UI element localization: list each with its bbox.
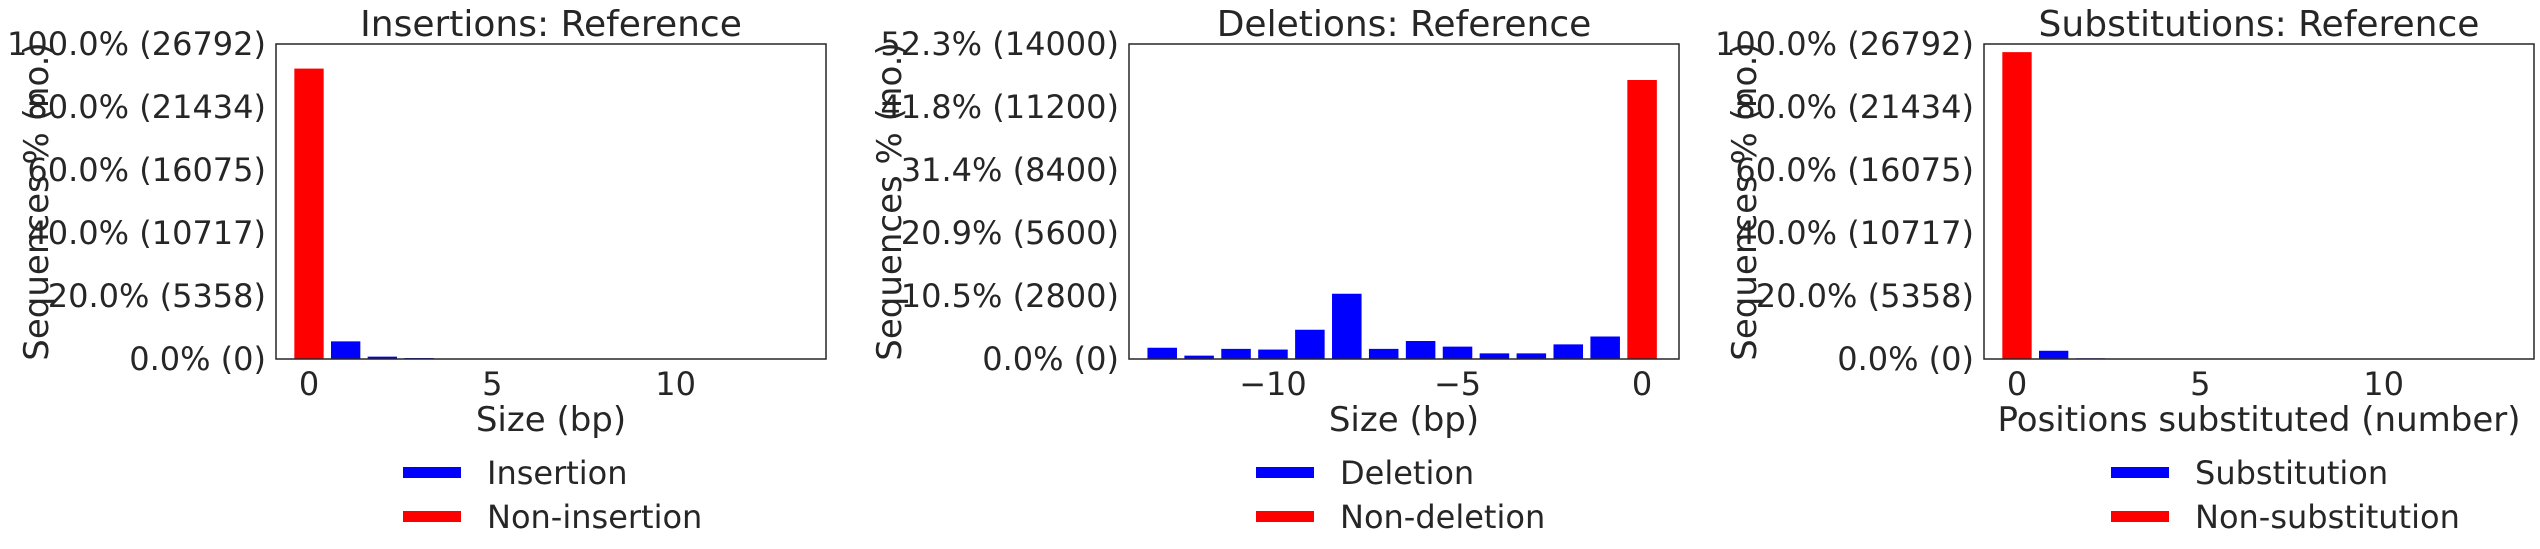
y-tick-label: 0.0% (0) [129,340,266,378]
legend-swatch [403,511,461,522]
legend: Substitution Non-substitution [2111,454,2460,536]
legend-swatch [2111,511,2169,522]
chart-panel-3: Substitutions: Reference 0.0% (0) 20.0% (5… [1715,4,2535,536]
bar [1553,344,1584,359]
bar [2039,350,2069,359]
bar [1442,346,1473,359]
legend-label: Non-substitution [2195,498,2460,536]
x-tick-label: 0 [1632,365,1652,403]
y-tick-label: 20.9% (5600) [901,214,1119,252]
x-tick-label: 0 [2007,365,2027,403]
bar [1479,353,1510,359]
y-tick-label: 40.0% (10717) [27,214,266,252]
y-tick-label: 0.0% (0) [1837,340,1974,378]
bar [1627,80,1657,359]
bar [1332,293,1362,359]
y-tick-label: 60.0% (16075) [1735,151,1974,189]
bar [1258,349,1288,359]
legend: Insertion Non-insertion [403,454,702,536]
y-axis-label: Sequences % (no.) [870,42,910,360]
axes-frame [275,43,827,360]
x-tick-label: 10 [655,365,696,403]
bar [1405,341,1436,359]
legend-swatch [2111,467,2169,478]
chart-title: Substitutions: Reference [2039,4,2480,45]
x-tick-label: 10 [2363,365,2404,403]
bar [1221,348,1251,359]
bar [2002,52,2032,359]
y-axis-label: Sequences % (no.) [1725,42,1765,360]
x-axis-label: Positions substituted (number) [1998,400,2521,440]
legend-swatch [403,467,461,478]
y-tick-label: 20.0% (5358) [1756,277,1974,315]
y-tick-label: 10.5% (2800) [901,277,1119,315]
y-tick-label: 41.8% (11200) [880,88,1119,126]
y-tick-label: 31.4% (8400) [901,151,1119,189]
x-tick-label: 5 [2190,365,2210,403]
y-tick-label: 40.0% (10717) [1735,214,1974,252]
y-axis-label: Sequences % (no.) [17,42,57,360]
y-tick-label: 0.0% (0) [982,340,1119,378]
y-tick-label: 100.0% (26792) [7,25,266,63]
bar [294,68,324,360]
chart-title: Deletions: Reference [1217,4,1592,45]
legend-swatch [1256,511,1314,522]
bar [1147,347,1177,359]
bar [1516,353,1547,359]
chart-panel-2: Deletions: Reference 0.0% (0) 10.5% (2800)… [870,4,1680,536]
x-tick-label: −5 [1434,365,1481,403]
chart-title: Insertions: Reference [360,4,742,45]
y-tick-label: 20.0% (5358) [48,277,266,315]
y-tick-label: 52.3% (14000) [880,25,1119,63]
bar [1368,348,1399,359]
legend-label: Non-deletion [1340,498,1545,536]
axes-frame [1128,43,1680,360]
chart-panel-1: Insertions: Reference 0.0% (0) 20.0% (5358… [7,4,827,536]
x-tick-label: 5 [482,365,502,403]
legend-label: Non-insertion [487,498,702,536]
legend-label: Insertion [487,454,628,492]
bar [1295,329,1325,359]
y-tick-label: 80.0% (21434) [1735,88,1974,126]
bar [331,341,361,359]
bar [367,356,397,359]
x-axis-label: Size (bp) [476,400,626,440]
bar [1184,355,1214,359]
y-tick-label: 60.0% (16075) [27,151,266,189]
x-tick-label: −10 [1239,365,1307,403]
legend-label: Deletion [1340,454,1474,492]
y-tick-label: 80.0% (21434) [27,88,266,126]
x-tick-label: 0 [299,365,319,403]
legend: Deletion Non-deletion [1256,454,1545,536]
y-tick-label: 100.0% (26792) [1715,25,1974,63]
bar [1590,336,1620,359]
legend-swatch [1256,467,1314,478]
axes-frame [1983,43,2535,360]
x-axis-label: Size (bp) [1329,400,1479,440]
legend-label: Substitution [2195,454,2388,492]
